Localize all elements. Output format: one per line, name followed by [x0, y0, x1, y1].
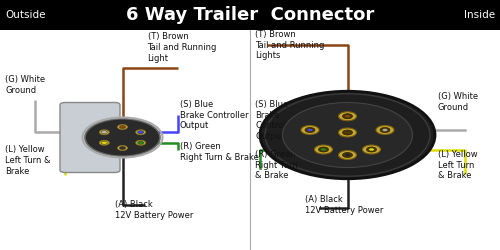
Circle shape: [100, 130, 110, 135]
Circle shape: [85, 119, 160, 156]
Text: (A) Black
12V Battery Power: (A) Black 12V Battery Power: [115, 200, 194, 220]
Text: (S) Blue
Brake
Controller
Output: (S) Blue Brake Controller Output: [255, 100, 296, 141]
Circle shape: [301, 126, 319, 134]
Circle shape: [282, 102, 412, 168]
Circle shape: [342, 130, 352, 135]
Text: 6 Way Trailer  Connector: 6 Way Trailer Connector: [126, 6, 374, 24]
Circle shape: [138, 131, 143, 134]
Circle shape: [120, 146, 126, 150]
Text: (G) White
Ground: (G) White Ground: [5, 75, 45, 95]
Text: (T) Brown
Tail and Running
Light: (T) Brown Tail and Running Light: [148, 32, 217, 63]
Circle shape: [318, 147, 328, 152]
Circle shape: [338, 112, 356, 121]
Circle shape: [376, 126, 394, 134]
Circle shape: [305, 128, 315, 132]
Text: (L) Yellow
Left Turn
& Brake: (L) Yellow Left Turn & Brake: [438, 150, 477, 180]
Circle shape: [345, 115, 350, 117]
Text: (L) Yellow
Left Turn &
Brake: (L) Yellow Left Turn & Brake: [5, 145, 51, 176]
Text: (S) Blue
Brake Controller
Output: (S) Blue Brake Controller Output: [180, 100, 248, 130]
Circle shape: [380, 128, 390, 132]
FancyBboxPatch shape: [60, 102, 120, 172]
Text: (G) White
Ground: (G) White Ground: [438, 92, 478, 112]
Circle shape: [102, 131, 107, 134]
Circle shape: [382, 129, 388, 131]
Circle shape: [342, 152, 352, 158]
Circle shape: [136, 130, 145, 135]
Circle shape: [100, 140, 110, 145]
Circle shape: [118, 124, 128, 130]
Text: Outside: Outside: [5, 10, 46, 20]
Circle shape: [338, 128, 356, 137]
Circle shape: [369, 148, 374, 151]
Text: (R) Green
Right Turn & Brake: (R) Green Right Turn & Brake: [180, 142, 259, 162]
Circle shape: [136, 140, 145, 145]
Circle shape: [118, 146, 128, 150]
Circle shape: [362, 145, 380, 154]
Text: (R) Green
Right Turn
& Brake: (R) Green Right Turn & Brake: [255, 150, 298, 180]
Text: (A) Black
12V Battery Power: (A) Black 12V Battery Power: [305, 195, 384, 215]
Circle shape: [321, 148, 326, 151]
Text: Inside: Inside: [464, 10, 495, 20]
FancyBboxPatch shape: [0, 0, 500, 30]
Circle shape: [314, 145, 332, 154]
Circle shape: [308, 129, 312, 131]
Circle shape: [260, 91, 435, 179]
Circle shape: [338, 150, 356, 160]
Circle shape: [345, 154, 350, 156]
Circle shape: [366, 147, 376, 152]
Circle shape: [120, 126, 126, 128]
Text: (T) Brown
Tail and Running
Lights: (T) Brown Tail and Running Lights: [255, 30, 324, 60]
Circle shape: [138, 141, 143, 144]
Circle shape: [342, 114, 352, 119]
Circle shape: [102, 141, 107, 144]
